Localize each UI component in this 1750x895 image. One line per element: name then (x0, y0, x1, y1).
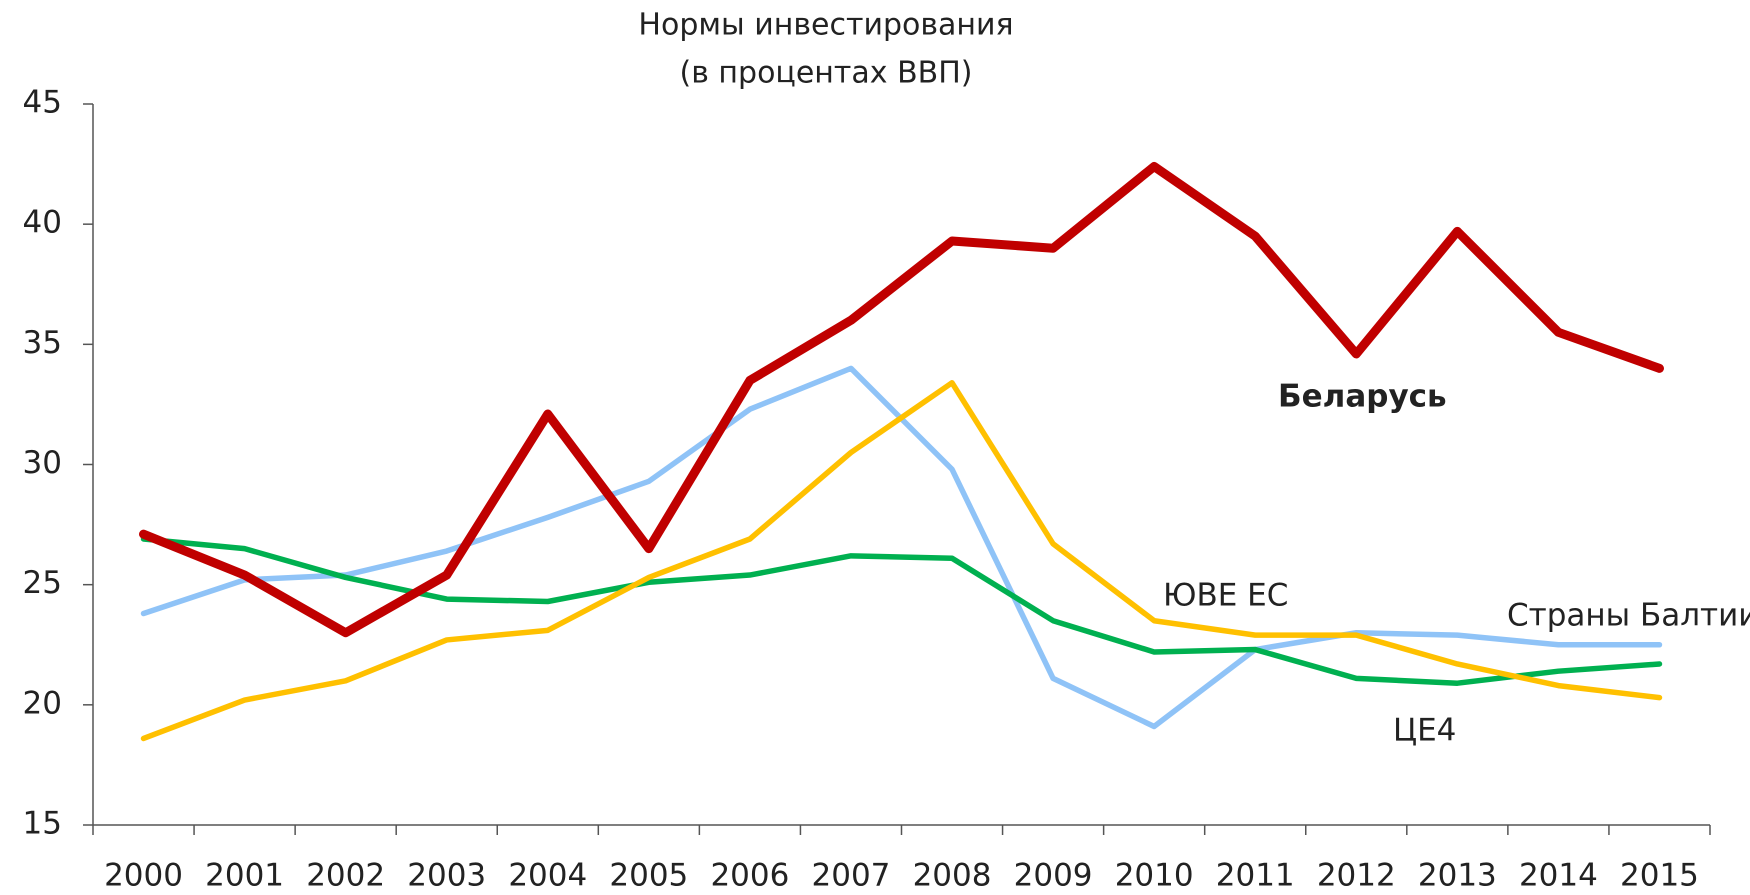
series-line (139, 161, 1664, 638)
x-tick-label: 2008 (913, 858, 992, 894)
series-line (140, 536, 1663, 686)
series-label: ЮВЕ ЕС (1163, 578, 1288, 614)
x-tick-label: 2007 (812, 858, 891, 894)
series-label: ЦЕ4 (1393, 713, 1456, 749)
x-tick-label: 2002 (306, 858, 385, 894)
x-tick-label: 2006 (710, 858, 789, 894)
x-tick-label: 2000 (104, 858, 183, 894)
x-tick-label: 2014 (1519, 858, 1598, 894)
y-tick-label: 20 (23, 685, 62, 721)
y-tick-label: 15 (23, 806, 62, 842)
x-tick-label: 2001 (205, 858, 284, 894)
y-tick-label: 40 (23, 205, 62, 241)
x-tick-label: 2011 (1216, 858, 1295, 894)
x-tick-label: 2010 (1115, 858, 1194, 894)
y-tick-label: 30 (23, 445, 62, 481)
series-label: Страны Балтии (1507, 598, 1750, 634)
x-tick-label: 2005 (609, 858, 688, 894)
x-tick-label: 2003 (407, 858, 486, 894)
x-tick-label: 2013 (1418, 858, 1497, 894)
y-tick-label: 35 (23, 325, 62, 361)
x-tick-label: 2004 (508, 858, 587, 894)
chart-subtitle: (в процентах ВВП) (680, 56, 973, 91)
x-tick-label: 2009 (1014, 858, 1093, 894)
x-tick-label: 2012 (1317, 858, 1396, 894)
y-tick-label: 25 (23, 565, 62, 601)
x-tick-label: 2015 (1620, 858, 1699, 894)
series-label: Беларусь (1278, 379, 1447, 415)
chart-title: Нормы инвестирования (638, 8, 1013, 43)
y-tick-label: 45 (23, 85, 62, 121)
series-line (140, 380, 1663, 742)
